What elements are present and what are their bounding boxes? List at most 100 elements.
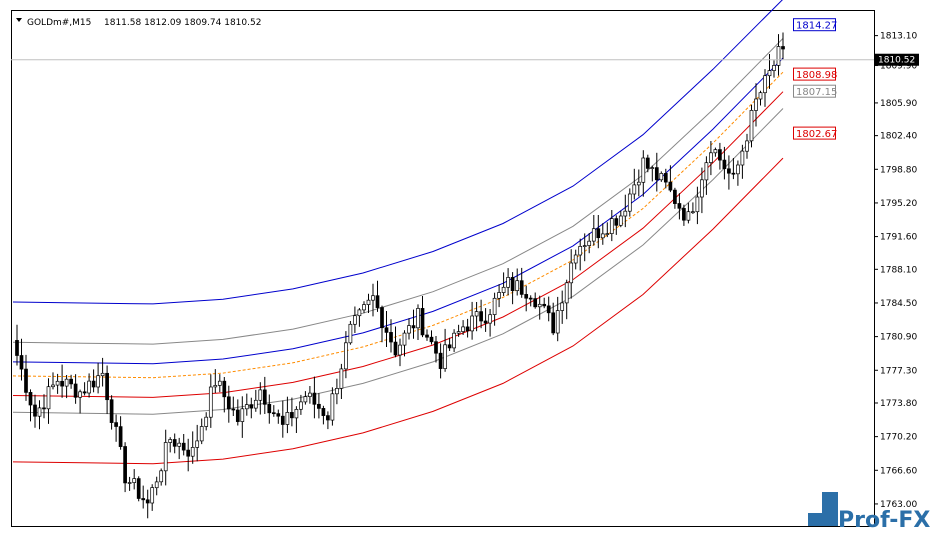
channel-level-box [793,67,836,81]
candle-body [186,449,191,457]
candle [772,60,776,78]
dropdown-arrow-icon[interactable] [16,18,22,22]
logo-text: Prof-FX [838,508,930,533]
candle-body [763,75,767,94]
candle [686,202,691,224]
channel-line-upper-outer [12,0,783,305]
candle [668,165,673,193]
candle-body [673,189,677,204]
candle-body [353,315,357,325]
candle [479,299,483,329]
candle-body [407,325,411,334]
channel-level-tag: 1814.27 [793,18,837,32]
price-tick-label: 1798.80 [880,165,917,175]
candle [330,387,335,426]
candle-body [181,442,186,451]
candle [362,301,366,314]
candle-body [375,295,380,308]
current-price-tag [875,53,919,66]
price-tick-label: 1791.60 [880,233,917,243]
logo-bar-icon [822,492,838,526]
candle [213,369,218,393]
candle [510,272,515,305]
channel-level-tag: 1808.98 [793,67,837,81]
candle-body [253,399,258,409]
candle [546,296,551,322]
candle [118,416,123,450]
candle [290,397,294,427]
candle [51,372,55,390]
candle [429,330,434,345]
candle-body [240,408,245,422]
candle [474,302,479,332]
candle-body [578,246,583,256]
candle-body [114,422,118,427]
candle [492,292,497,326]
candle [519,267,524,298]
candle-body [398,344,402,356]
candle [271,405,276,417]
candle-body [704,162,709,181]
candle [344,331,348,379]
candle-body [663,173,668,183]
candle [37,400,42,430]
candle-body [483,320,488,324]
candle [456,324,461,337]
candle [420,296,425,338]
candle-body [731,172,736,175]
candle [141,485,146,509]
candle [564,279,569,320]
candle [299,394,303,415]
candle [371,283,375,317]
candle [145,489,150,519]
channel-level-value: 1814.27 [796,21,837,32]
candle [190,431,195,464]
candle [339,363,344,399]
candle [663,168,668,189]
candle [627,188,632,217]
candle [501,272,506,296]
candle [28,389,33,422]
candle [623,194,628,228]
candle-body [24,368,28,393]
candle-body [344,342,348,370]
candle-body [754,98,758,111]
candle [528,295,533,307]
candle-body [326,415,330,421]
candle-body [60,380,64,387]
candle-body [290,412,294,419]
candle [267,394,272,424]
logo-block-icon [808,513,822,526]
chart-header: GOLDm#,M15 1811.58 1812.09 1809.74 1810.… [16,18,261,28]
candle [731,158,736,180]
candle [380,305,384,343]
candle-body [100,372,105,377]
channel-level-value: 1807.15 [796,87,837,98]
candle-body [447,344,452,349]
candle-body [280,415,285,425]
candle [411,309,416,339]
candle-body [299,401,303,410]
candle-body [596,228,601,239]
candle [96,362,100,394]
channel-line-lower-mid [12,91,784,398]
candle [82,382,87,396]
candle-body [127,482,132,484]
price-tick-label: 1788.10 [880,265,917,275]
candle [244,393,249,416]
candle-body [682,208,686,221]
candle-body [510,277,515,292]
candle-body [609,218,614,234]
candle-body [159,470,164,483]
candle-body [623,210,628,217]
candle [19,338,24,381]
candle [249,397,254,419]
candle-body [411,325,416,329]
price-tick-label: 1813.10 [880,32,917,42]
candle [677,193,682,220]
candle [73,374,78,404]
candle-body [51,384,55,388]
candle-body [465,326,470,332]
candle [727,155,731,190]
candle-body [456,331,461,334]
